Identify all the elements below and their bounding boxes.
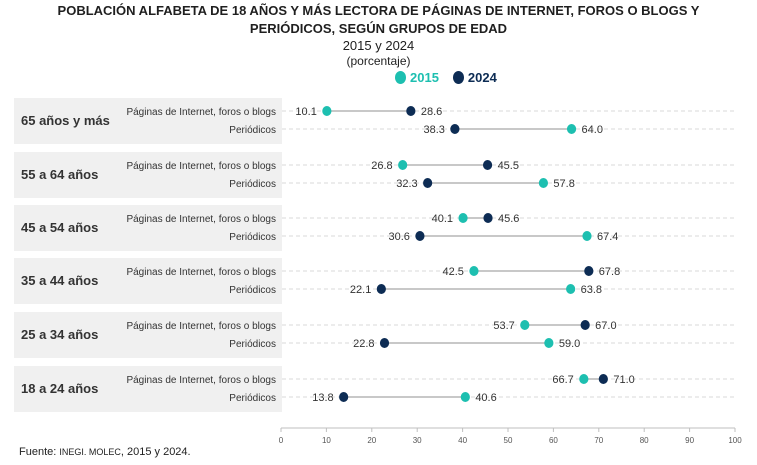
legend-label-2024: 2024: [467, 70, 497, 85]
x-tick-label: 0: [279, 436, 284, 445]
row-label: Periódicos: [229, 125, 276, 136]
row-label: Páginas de Internet, foros o blogs: [126, 321, 276, 332]
point-2024: [482, 160, 493, 170]
x-tick-label: 90: [685, 436, 694, 445]
group-band: [14, 312, 282, 358]
point-2024: [339, 392, 349, 402]
point-2024: [406, 106, 416, 116]
point-2015: [566, 124, 577, 134]
point-2015: [469, 266, 479, 276]
point-2024: [423, 178, 433, 188]
legend-item-2015: 2015: [395, 70, 439, 85]
data-label-2015: 40.6: [475, 392, 496, 404]
data-label-2015: 42.5: [443, 266, 464, 278]
point-2015: [520, 320, 530, 330]
x-tick-label: 30: [413, 436, 422, 445]
legend-label-2015: 2015: [410, 70, 439, 85]
point-2015: [460, 392, 470, 402]
row-label: Periódicos: [229, 232, 276, 243]
point-2024: [376, 284, 386, 294]
data-label-2015: 66.7: [552, 374, 573, 386]
row-label: Páginas de Internet, foros o blogs: [126, 375, 276, 386]
point-2015: [322, 106, 332, 116]
row-label: Periódicos: [229, 393, 276, 404]
source-note: Fuente: INEGI. MOLEC, 2015 y 2024.: [19, 446, 191, 458]
data-label-2024: 32.3: [396, 178, 417, 190]
data-label-2024: 71.0: [613, 374, 634, 386]
group-band: [14, 152, 282, 198]
row-label: Periódicos: [229, 179, 276, 190]
legend-marker-2024: [452, 71, 464, 84]
point-2015: [582, 231, 592, 241]
x-tick-label: 50: [504, 436, 513, 445]
data-label-2024: 45.5: [498, 160, 519, 172]
legend: 2015 2024: [395, 70, 511, 85]
row-label: Periódicos: [229, 339, 276, 350]
data-label-2015: 63.8: [581, 284, 602, 296]
row-label: Periódicos: [229, 285, 276, 296]
data-label-2024: 28.6: [421, 106, 442, 118]
x-tick-label: 70: [594, 436, 603, 445]
row-label: Páginas de Internet, foros o blogs: [126, 267, 276, 278]
data-label-2024: 30.6: [389, 231, 410, 243]
point-2024: [450, 124, 460, 134]
data-label-2024: 13.8: [312, 392, 333, 404]
x-tick-label: 60: [549, 436, 558, 445]
chart-title-line2: PERIÓDICOS, SEGÚN GRUPOS DE EDAD: [249, 21, 508, 36]
chart-unit: (porcentaje): [346, 54, 411, 68]
data-label-2015: 26.8: [371, 160, 392, 172]
source-suffix: , 2015 y 2024.: [120, 446, 191, 458]
data-label-2015: 59.0: [559, 338, 580, 350]
point-2015: [579, 374, 589, 384]
chart-subtitle: 2015 y 2024: [342, 38, 415, 53]
x-tick-label: 10: [322, 436, 331, 445]
point-2024: [379, 338, 390, 348]
data-label-2015: 64.0: [582, 124, 603, 136]
group-band: [14, 205, 282, 251]
group-label: 55 a 64 años: [21, 167, 98, 182]
point-2015: [458, 213, 468, 223]
point-2024: [598, 374, 608, 384]
data-label-2024: 45.6: [498, 213, 519, 225]
data-label-2024: 67.8: [599, 266, 620, 278]
point-2024: [483, 213, 493, 223]
row-label: Páginas de Internet, foros o blogs: [126, 107, 276, 118]
point-2015: [538, 178, 549, 188]
data-label-2015: 57.8: [553, 178, 574, 190]
point-2015: [544, 338, 554, 348]
group-label: 25 a 34 años: [21, 327, 98, 342]
group-label: 18 a 24 años: [21, 381, 98, 396]
group-label: 45 a 54 años: [21, 220, 98, 235]
legend-marker-2015: [395, 71, 406, 84]
row-label: Páginas de Internet, foros o blogs: [126, 161, 276, 172]
data-label-2024: 38.3: [423, 124, 444, 136]
source-org: INEGI. MOLEC: [59, 447, 121, 457]
chart-title-line1: POBLACIÓN ALFABETA DE 18 AÑOS Y MÁS LECT…: [57, 3, 700, 18]
data-label-2015: 53.7: [493, 320, 514, 332]
point-2015: [398, 160, 408, 170]
data-label-2015: 67.4: [597, 231, 618, 243]
point-2024: [584, 266, 594, 276]
x-tick-label: 80: [640, 436, 649, 445]
row-label: Páginas de Internet, foros o blogs: [126, 214, 276, 225]
group-band: [14, 98, 282, 144]
point-2015: [566, 284, 576, 294]
data-label-2015: 10.1: [295, 106, 316, 118]
legend-item-2024: 2024: [452, 70, 497, 85]
group-label: 35 a 44 años: [21, 273, 98, 288]
point-2024: [580, 320, 590, 330]
group-band: [14, 366, 282, 412]
data-label-2024: 67.0: [595, 320, 616, 332]
x-tick-label: 40: [458, 436, 467, 445]
data-label-2024: 22.8: [353, 338, 374, 350]
data-label-2015: 40.1: [432, 213, 453, 225]
point-2024: [415, 231, 425, 241]
x-tick-label: 100: [728, 436, 742, 445]
data-label-2024: 22.1: [350, 284, 371, 296]
source-prefix: Fuente:: [19, 446, 60, 458]
x-tick-label: 20: [367, 436, 376, 445]
group-band: [14, 258, 282, 304]
group-label: 65 años y más: [21, 113, 110, 128]
